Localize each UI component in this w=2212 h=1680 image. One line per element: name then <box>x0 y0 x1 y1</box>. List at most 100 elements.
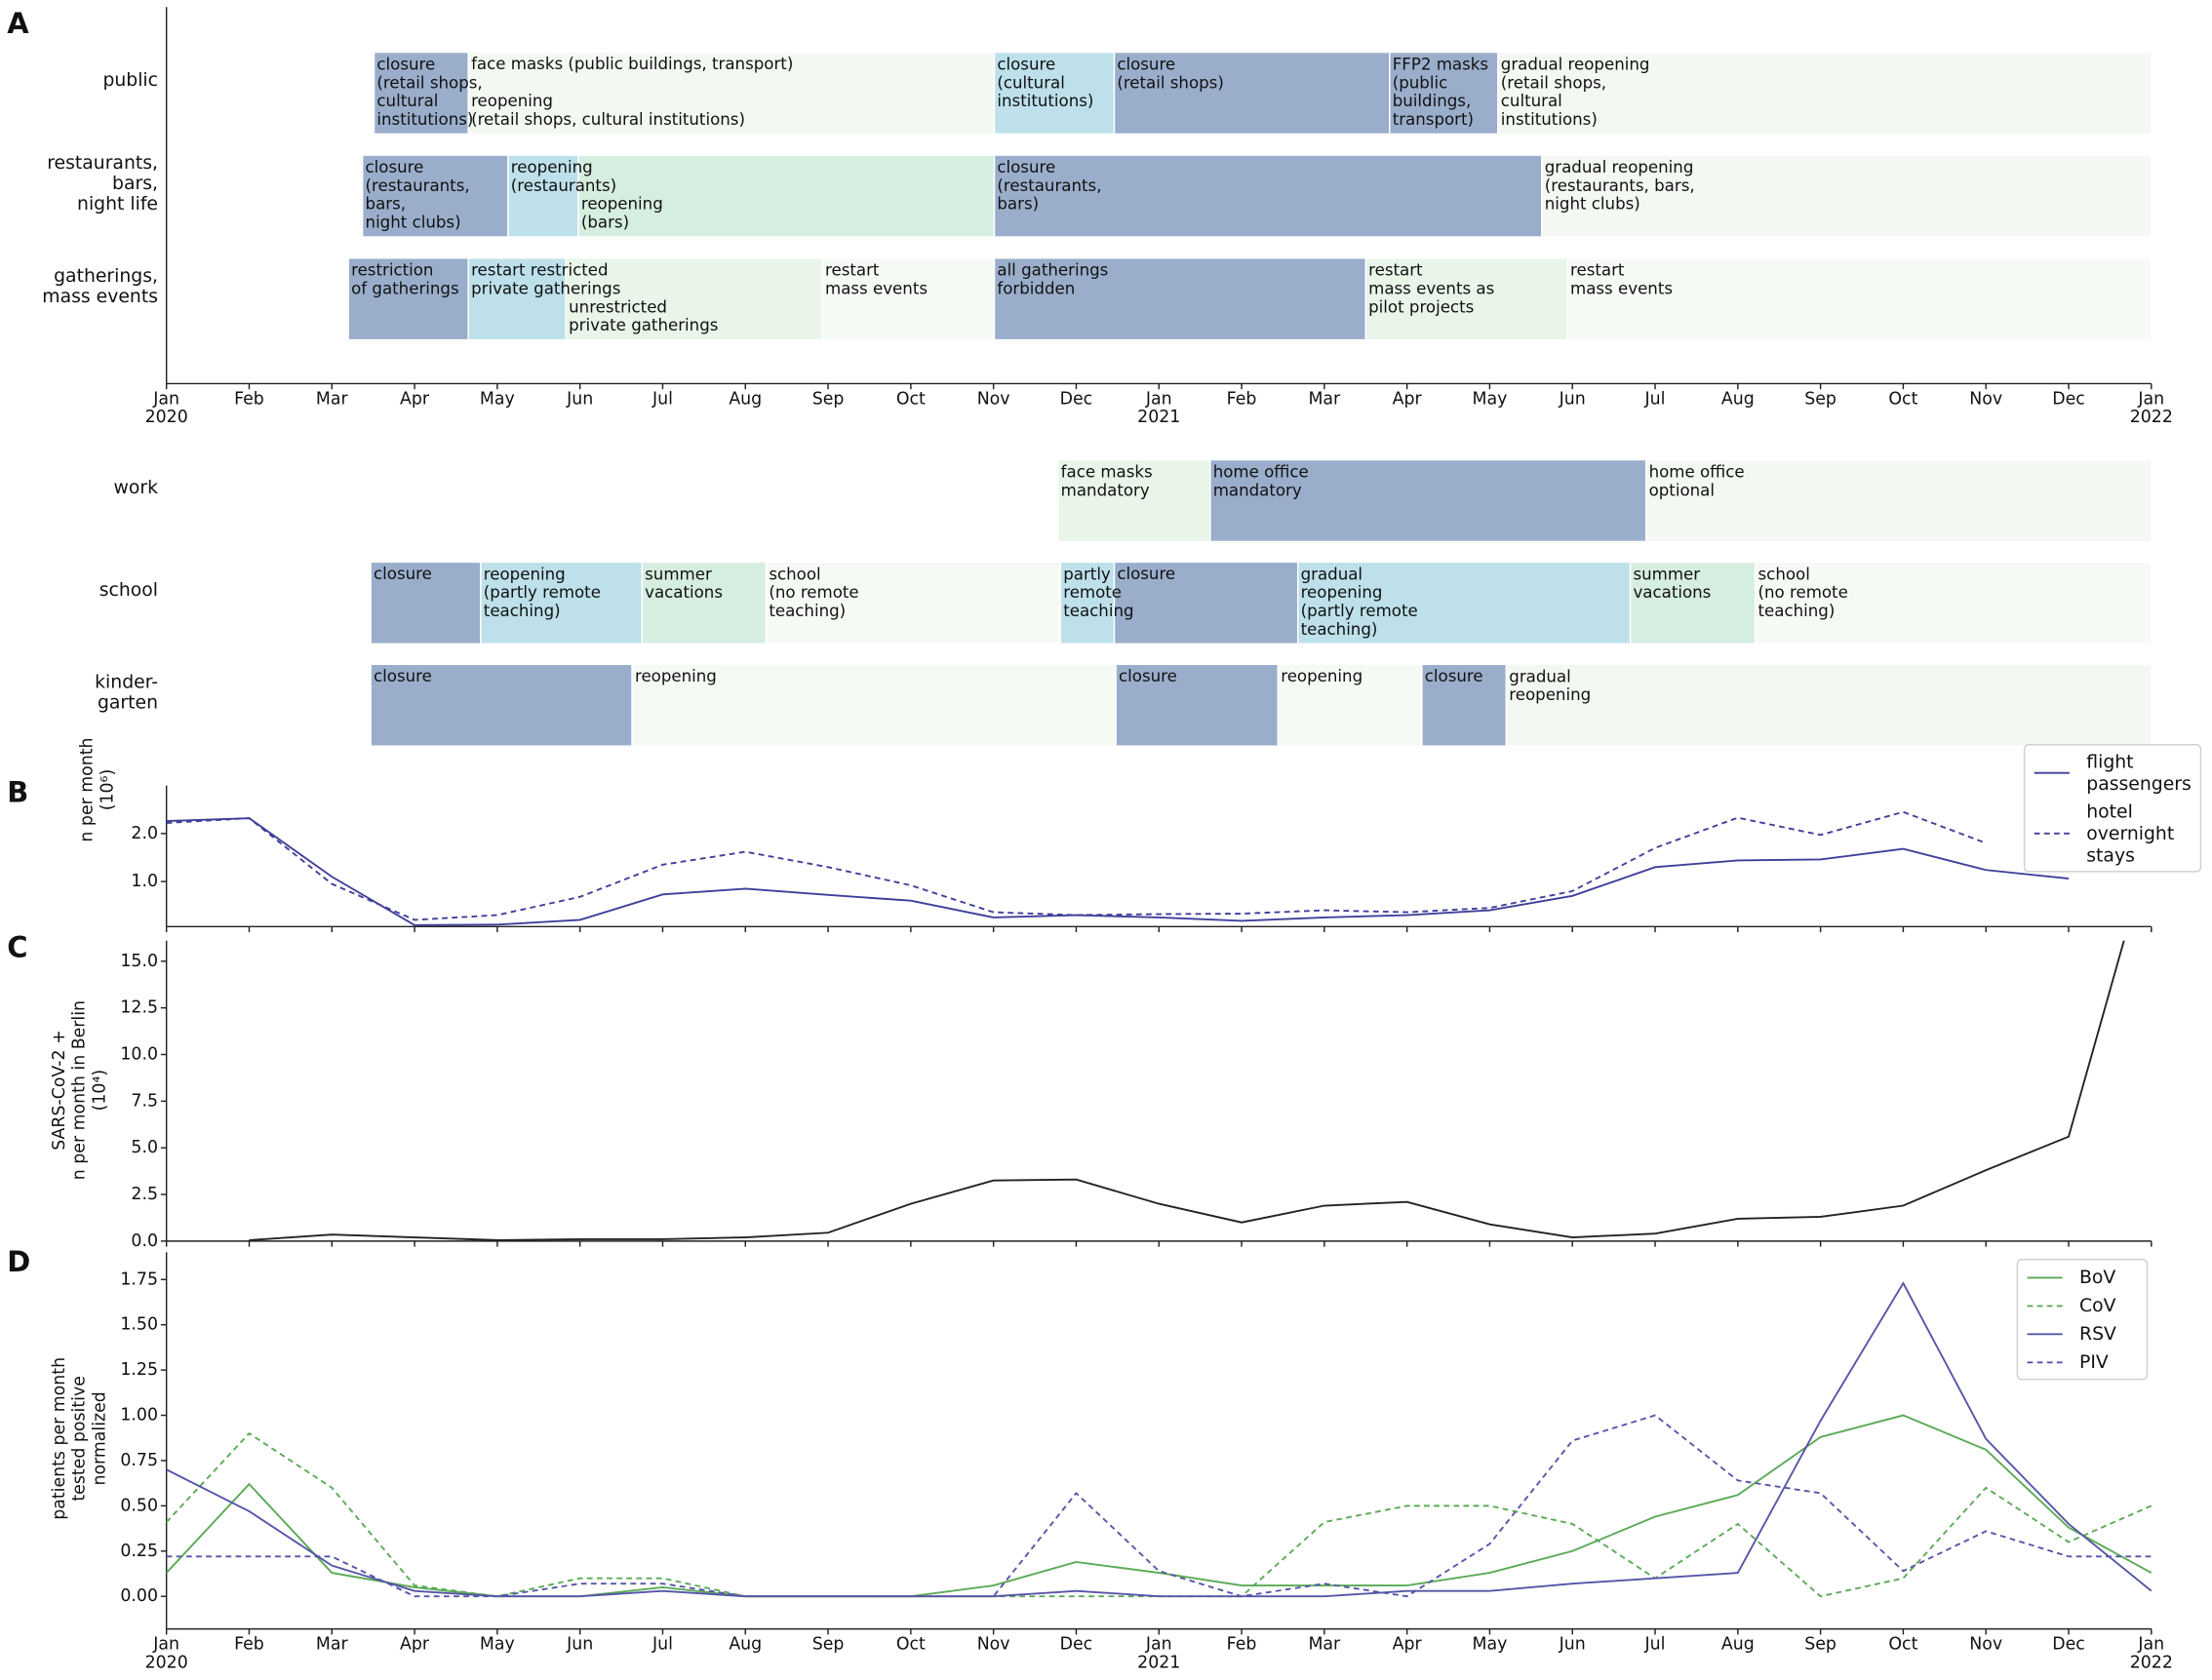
x-tick-label: Feb <box>1227 1635 1257 1655</box>
timeline-bar <box>1541 154 2153 238</box>
x-tick-label: Apr <box>1393 389 1423 409</box>
row-label: restaurants, bars, night life <box>47 153 158 215</box>
bar-label: partly remote teaching <box>1063 565 1133 620</box>
timeline-bar <box>993 154 1543 238</box>
timeline-bar <box>361 154 509 238</box>
plot-lines <box>166 810 2070 926</box>
x-tick-label: May <box>1472 1635 1507 1655</box>
x-tick-label: Nov <box>1969 389 2002 409</box>
x-tick-label: Feb <box>234 389 264 409</box>
timeline-bar <box>370 561 482 645</box>
bar-label: summer vacations <box>1633 565 1711 602</box>
timeline-bar <box>765 561 1062 645</box>
timeline-bar <box>1566 256 2153 341</box>
timeline-bar <box>993 51 1116 136</box>
timeline-bar <box>1497 51 2153 136</box>
x-tick-label: May <box>480 389 515 409</box>
y-axis-label: patients per monthtested positivenormali… <box>50 1357 110 1520</box>
x-tick-label: Dec <box>2052 389 2085 409</box>
legend-label: hotel overnight stays <box>2086 801 2174 866</box>
bar-label: reopening (restaurants) <box>511 158 616 195</box>
bar-label: closure <box>1117 565 1175 583</box>
x-tick-label: Mar <box>316 389 349 409</box>
bar-label: closure (retail shops, cultural institution… <box>376 55 482 128</box>
x-year-label: 2022 <box>2130 408 2173 427</box>
series-line <box>166 1414 2152 1598</box>
timeline-bar <box>480 561 643 645</box>
y-tick-label: 7.5 <box>131 1091 158 1111</box>
bar-label: closure (retail shops) <box>1117 55 1223 92</box>
y-tick-label: 0.0 <box>131 1231 158 1251</box>
y-axis-label: n per month(10⁶) <box>78 737 118 841</box>
panel-letter: A <box>7 7 29 40</box>
x-tick-label: Jun <box>1559 389 1586 409</box>
y-tick-label: 1.75 <box>120 1270 158 1289</box>
timeline-bar <box>1113 51 1391 136</box>
row-label: gatherings, mass events <box>42 266 158 307</box>
x-year-label: 2022 <box>2130 1653 2173 1672</box>
timeline-bar <box>565 256 823 341</box>
series-line <box>165 1414 2153 1598</box>
y-tick-label: 12.5 <box>120 998 158 1018</box>
timeline-bar <box>1059 561 1116 645</box>
bar-label: gradual reopening (retail shops, cultural i… <box>1501 55 1650 128</box>
bar-label: gradual reopening <box>1509 667 1591 704</box>
series-line <box>166 1281 2153 1598</box>
x-tick-label: Jul <box>1644 389 1666 409</box>
legend-label: RSV <box>2079 1324 2116 1345</box>
x-tick-label: Apr <box>400 389 430 409</box>
timeline-bar <box>467 51 996 136</box>
x-tick-label: Jul <box>652 389 673 409</box>
x-tick-label: Apr <box>400 1635 430 1655</box>
timeline-bar <box>370 663 633 747</box>
timeline-bar <box>1644 458 2153 543</box>
bar-label: restart mass events as pilot projects <box>1368 260 1494 316</box>
bar-label: restriction of gatherings <box>351 260 459 297</box>
panel-letter: B <box>7 775 28 808</box>
x-tick-label: Sep <box>1804 1635 1837 1655</box>
y-tick-label: 2.5 <box>131 1185 158 1204</box>
bar-label: gradual reopening (restaurants, bars, nigh… <box>1545 158 1695 214</box>
x-tick-label: May <box>1472 389 1507 409</box>
x-tick-label: Sep <box>812 1635 845 1655</box>
bar-label: closure <box>1425 667 1483 685</box>
plot-lines <box>165 1281 2153 1598</box>
x-tick-label: Oct <box>896 1635 926 1655</box>
timeline-bar <box>1115 663 1280 747</box>
bar-label: reopening (retail shops, cultural institu… <box>471 92 745 129</box>
y-axis-label: SARS-CoV-2 +n per month in Berlin(10⁴) <box>50 1000 110 1180</box>
x-year-label: 2020 <box>145 408 188 427</box>
bar-label: school (no remote teaching) <box>769 565 858 620</box>
x-year-label: 2021 <box>1137 1653 1180 1672</box>
legend-label: PIV <box>2079 1352 2109 1373</box>
bar-label: reopening <box>1281 667 1363 685</box>
row-label: public <box>102 70 158 91</box>
y-tick-label: 1.25 <box>120 1360 158 1380</box>
x-tick-label: Jun <box>566 389 593 409</box>
x-tick-label: Mar <box>1308 389 1341 409</box>
x-tick-label: Aug <box>1721 1635 1755 1655</box>
bar-label: home office optional <box>1649 462 1745 499</box>
x-tick-label: Aug <box>729 1635 762 1655</box>
x-tick-label: Nov <box>977 389 1010 409</box>
timeline-bar <box>1389 51 1499 136</box>
bar-label: restart restricted private gatherings <box>471 260 620 297</box>
timeline-bar <box>373 51 469 136</box>
x-tick-label: Dec <box>2052 1635 2085 1655</box>
y-tick-label: 2.0 <box>131 824 158 843</box>
bar-label: all gatherings forbidden <box>997 260 1108 297</box>
row-label: school <box>99 580 158 601</box>
series-line <box>166 810 1987 921</box>
y-tick-label: 0.50 <box>120 1496 158 1515</box>
bar-label: school (no remote teaching) <box>1758 565 1848 620</box>
x-tick-label: Oct <box>1888 1635 1917 1655</box>
x-tick-label: Aug <box>1721 389 1755 409</box>
series-line <box>249 940 2125 1241</box>
x-tick-label: Feb <box>234 1635 264 1655</box>
x-tick-label: Mar <box>316 1635 349 1655</box>
y-tick-label: 0.00 <box>120 1586 158 1606</box>
timeline-bar <box>1209 458 1647 543</box>
bar-label: gradual reopening (partly remote teaching) <box>1301 565 1418 638</box>
